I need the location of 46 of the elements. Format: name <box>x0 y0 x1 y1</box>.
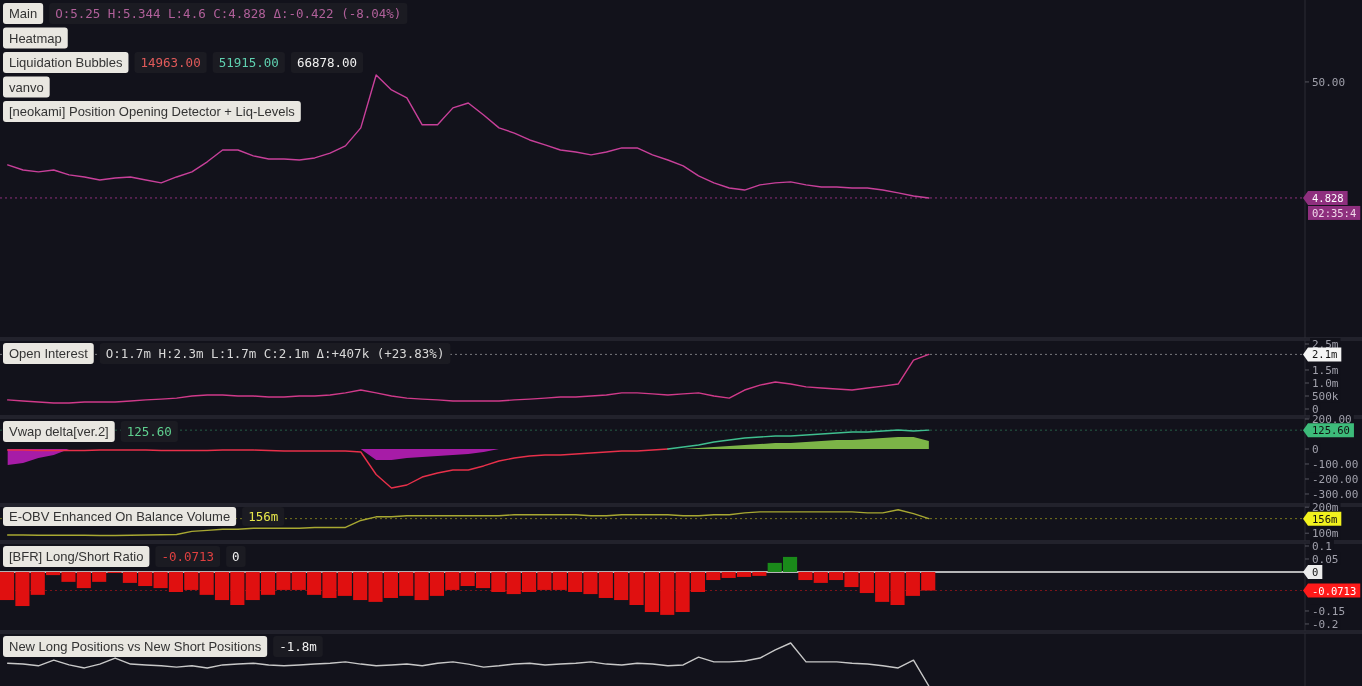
line-series <box>6 74 930 199</box>
text: Main <box>9 6 38 21</box>
y-tick-label: -0.15 <box>1312 604 1346 618</box>
y-tick-label: 200.00 <box>1312 413 1352 426</box>
text: [BFR] Long/Short Ratio <box>9 549 144 564</box>
line-series <box>667 429 930 450</box>
y-tick-label: -100.00 <box>1312 458 1359 471</box>
text: Vwap delta[ver.2] <box>9 424 109 439</box>
annotation: 125.60 <box>126 424 172 439</box>
text: Open Interest <box>9 346 89 361</box>
annotation: vanvo <box>9 79 44 95</box>
ref-line-label: 2.1m <box>1312 348 1338 361</box>
line-series <box>6 509 930 537</box>
text: O:1.7m H:2.3m L:1.7m C:2.1m Δ:+407k (+23.83%) <box>105 346 445 361</box>
annotation: 0 <box>232 549 240 564</box>
annotation: Heatmap <box>9 30 62 46</box>
y-tick-label: 50.00 <box>1312 75 1346 89</box>
ref-line-label: -0.0713 <box>1312 584 1357 597</box>
chart-title: New Long Positions vs New Short Positions <box>9 639 262 654</box>
ref-line-label: 156m <box>1312 512 1338 525</box>
y-tick-label: -0.2 <box>1312 617 1339 631</box>
ref-line-label: 125.60 <box>1312 424 1350 437</box>
y-tick-label: 0.1 <box>1312 539 1332 553</box>
annotation: 51915.00 <box>218 55 279 70</box>
y-tick-label: -300.00 <box>1312 488 1359 501</box>
chart-title: E-OBV Enhanced On Balance Volume <box>9 509 231 524</box>
annotation: 14963.00 <box>140 55 201 70</box>
annotation: [neokami] Position Opening Detector + Liq-Levels <box>9 104 296 119</box>
y-tick-label: 1.5m <box>1312 364 1339 377</box>
y-tick-label: 200m <box>1312 501 1339 515</box>
y-tick-label: 4.828 <box>1312 191 1344 204</box>
y-tick-label: 1.0m <box>1312 377 1339 391</box>
annotation: -0.0713 <box>161 549 215 564</box>
line-series <box>6 448 669 489</box>
annotation: Liquidation Bubbles <box>9 55 123 70</box>
y-tick-label: 0.05 <box>1312 552 1339 566</box>
y-tick-label: 500k <box>1312 390 1339 404</box>
y-tick-label: 0 <box>1312 443 1319 456</box>
y-tick-label: -200.00 <box>1312 473 1359 486</box>
annotation: 66878.00 <box>296 55 358 70</box>
text: 02:35:4 <box>1312 206 1357 219</box>
annotation: -1.8m <box>279 639 317 654</box>
annotation: 156m <box>248 509 279 524</box>
bar <box>798 571 813 581</box>
text: O:5.25 H:5.344 L:4.6 C:4.828 Δ:-0.422 (-8.04%) <box>55 6 402 21</box>
y-tick-label: 100m <box>1312 527 1339 541</box>
